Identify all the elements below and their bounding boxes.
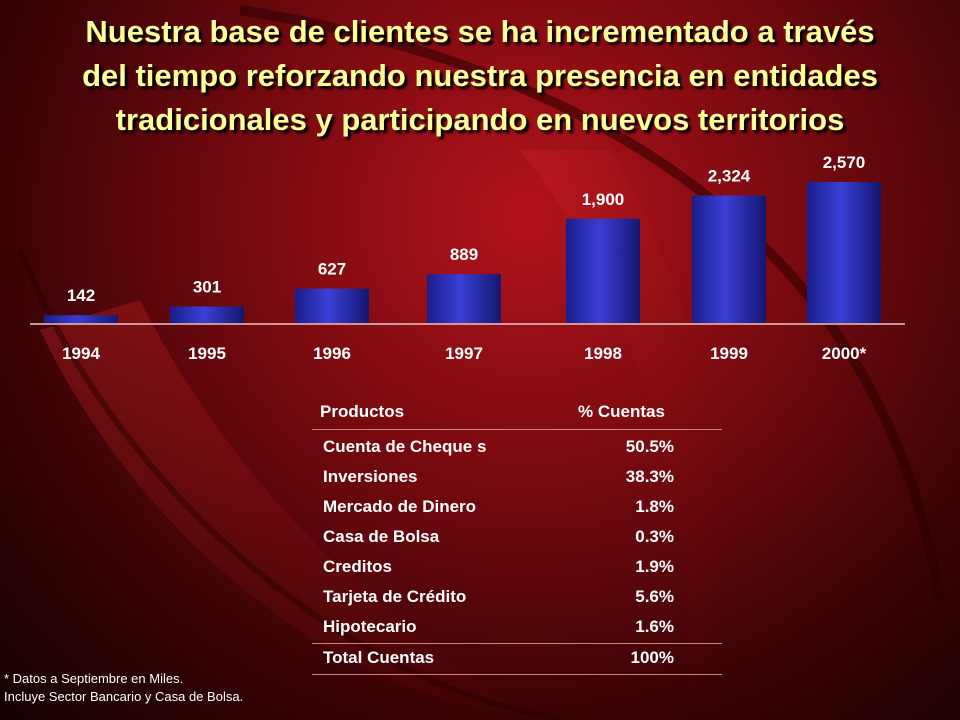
product-percentage: 0.3%	[635, 527, 674, 546]
value-label-1999: 2,324	[708, 166, 751, 185]
tick-label-1999: 1999	[710, 344, 748, 363]
bar-1995	[170, 306, 244, 323]
header-divider	[312, 429, 722, 430]
title-line-3: tradicionales y participando en nuevos t…	[115, 102, 845, 137]
bar-1997	[427, 274, 501, 323]
product-name: Inversiones	[323, 467, 418, 486]
footnote-line-2: Incluye Sector Bancario y Casa de Bolsa.	[4, 689, 244, 704]
tick-label-1997: 1997	[445, 344, 483, 363]
tick-label-2000*: 2000*	[822, 344, 867, 363]
products-table: Productos % Cuentas Cuenta de Cheque s 50…	[312, 398, 722, 675]
bar-1994	[44, 315, 118, 323]
product-name: Tarjeta de Crédito	[323, 587, 467, 606]
product-percentage: 38.3%	[625, 467, 674, 486]
total-value: 100%	[630, 648, 674, 667]
table-row: Cuenta de Cheque s 50.5%	[312, 433, 722, 463]
header-porcentaje-cuentas: % Cuentas	[578, 402, 665, 421]
bar-1996	[295, 288, 369, 323]
table-row: Casa de Bolsa 0.3%	[312, 523, 722, 553]
product-name: Casa de Bolsa	[323, 527, 440, 546]
product-name: Hipotecario	[323, 617, 417, 636]
table-header: Productos % Cuentas	[312, 398, 722, 430]
value-label-1994: 142	[67, 286, 95, 305]
header-productos: Productos	[320, 402, 405, 421]
tick-label-1994: 1994	[62, 344, 100, 363]
table-row: Tarjeta de Crédito 5.6%	[312, 583, 722, 613]
tick-label-1996: 1996	[313, 344, 351, 363]
product-percentage: 50.5%	[625, 437, 674, 456]
table-row: Mercado de Dinero 1.8%	[312, 493, 722, 523]
bar-2000*	[807, 182, 881, 323]
table-row: Inversiones 38.3%	[312, 463, 722, 493]
product-name: Mercado de Dinero	[323, 497, 477, 516]
product-percentage: 1.9%	[635, 557, 674, 576]
product-percentage: 1.8%	[635, 497, 674, 516]
product-name: Creditos	[323, 557, 392, 576]
product-percentage: 5.6%	[635, 587, 674, 606]
title-line-1: Nuestra base de clientes se ha increment…	[85, 14, 875, 49]
footnote: * Datos a Septiembre en Miles. Incluye S…	[4, 670, 243, 706]
table-row: Hipotecario 1.6%	[312, 613, 722, 643]
page-title: Nuestra base de clientes se ha increment…	[0, 10, 960, 142]
value-label-1997: 889	[450, 245, 478, 264]
product-name: Cuenta de Cheque s	[323, 437, 487, 456]
total-divider	[312, 643, 722, 644]
footnote-line-1: * Datos a Septiembre en Miles.	[4, 671, 184, 686]
product-percentage: 1.6%	[635, 617, 674, 636]
bar-1998	[566, 218, 640, 323]
value-label-1998: 1,900	[582, 190, 625, 209]
table-total-row: Total Cuentas 100%	[312, 644, 722, 674]
value-label-2000*: 2,570	[823, 153, 866, 172]
tick-label-1995: 1995	[188, 344, 226, 363]
bar-1999	[692, 195, 766, 323]
table-bottom-rule	[312, 674, 722, 675]
table-row: Creditos 1.9%	[312, 553, 722, 583]
value-label-1996: 627	[318, 260, 346, 279]
title-line-2: del tiempo reforzando nuestra presencia …	[82, 58, 878, 93]
tick-label-1998: 1998	[584, 344, 622, 363]
table-body: Cuenta de Cheque s 50.5% Inversiones 38.3% M…	[312, 433, 722, 675]
value-label-1995: 301	[193, 277, 221, 296]
total-label: Total Cuentas	[323, 648, 435, 667]
